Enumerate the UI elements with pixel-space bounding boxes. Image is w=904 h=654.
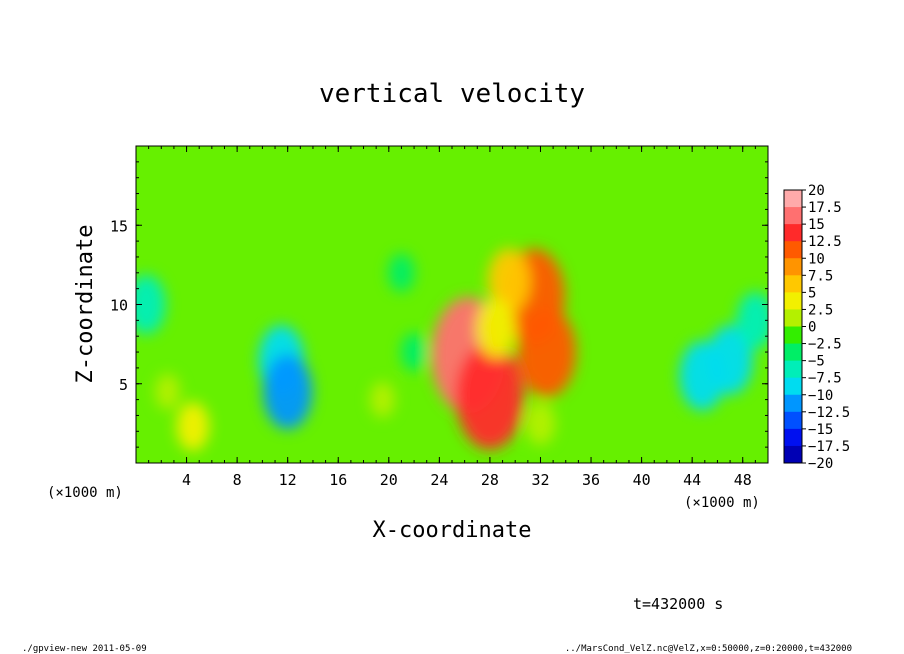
colorbar-label: −12.5 bbox=[808, 405, 850, 421]
x-axis-label: X-coordinate bbox=[373, 518, 532, 543]
colorbar-swatch bbox=[784, 190, 802, 208]
footer-right: ../MarsCond_VelZ.nc@VelZ,x=0:50000,z=0:2… bbox=[565, 644, 852, 654]
colorbar-label: −5 bbox=[808, 354, 825, 370]
y-tick-label: 15 bbox=[110, 217, 128, 235]
colorbar-swatch bbox=[784, 394, 802, 413]
field-feature bbox=[455, 343, 524, 450]
field-feature bbox=[370, 381, 395, 418]
x-tick-label: 48 bbox=[734, 471, 752, 489]
field-feature bbox=[476, 298, 516, 358]
x-tick-label: 32 bbox=[531, 471, 549, 489]
velocity-field bbox=[136, 248, 768, 451]
colorbar-swatch bbox=[784, 428, 802, 447]
plot-area bbox=[136, 146, 768, 463]
field-feature bbox=[400, 332, 428, 372]
colorbar-swatch bbox=[784, 292, 802, 310]
footer-left: ./gpview-new 2011-05-09 bbox=[22, 644, 147, 654]
y-axis: 5 10 15 bbox=[110, 161, 768, 448]
y-tick-label: 5 bbox=[119, 376, 128, 394]
colorbar-label: −10 bbox=[808, 388, 833, 404]
x-tick-label: 24 bbox=[430, 471, 448, 489]
colorbar-swatch bbox=[784, 241, 802, 259]
field-feature bbox=[525, 401, 556, 446]
colorbar-swatch bbox=[784, 207, 802, 225]
colorbar-swatch bbox=[784, 377, 802, 396]
field-feature bbox=[263, 354, 313, 430]
x-axis: 4 8 12 16 20 24 28 32 36 40 44 48 bbox=[148, 146, 756, 489]
x-unit-right: (×1000 m) bbox=[684, 495, 760, 511]
x-tick-label: 40 bbox=[633, 471, 651, 489]
colorbar-swatch bbox=[784, 343, 802, 362]
colorbar-label: 2.5 bbox=[808, 302, 833, 318]
y-tick-label: 10 bbox=[110, 297, 128, 315]
colorbar-label: 17.5 bbox=[808, 200, 842, 216]
field-feature bbox=[176, 402, 210, 451]
chart-title: vertical velocity bbox=[319, 79, 585, 109]
colorbar-label: −17.5 bbox=[808, 439, 850, 455]
field-feature bbox=[517, 306, 576, 398]
x-tick-label: 20 bbox=[380, 471, 398, 489]
x-tick-label: 44 bbox=[683, 471, 701, 489]
colorbar-swatch bbox=[784, 411, 802, 430]
x-tick-label: 12 bbox=[279, 471, 297, 489]
colorbar-label: −15 bbox=[808, 422, 833, 438]
x-tick-label: 8 bbox=[233, 471, 242, 489]
field-feature bbox=[736, 292, 768, 349]
y-axis-label: Z-coordinate bbox=[73, 225, 98, 384]
colorbar-swatch bbox=[784, 224, 802, 242]
x-tick-label: 4 bbox=[182, 471, 191, 489]
colorbar-swatch bbox=[784, 326, 802, 345]
field-feature bbox=[155, 373, 181, 410]
colorbar-label: 7.5 bbox=[808, 268, 833, 284]
colorbar-label: 15 bbox=[808, 217, 825, 233]
colorbar-label: 0 bbox=[808, 320, 816, 336]
colorbar-label: 12.5 bbox=[808, 234, 842, 250]
colorbar-label: 20 bbox=[808, 183, 825, 199]
colorbar-swatch bbox=[784, 445, 802, 464]
field-feature bbox=[487, 248, 531, 313]
colorbar-label: 10 bbox=[808, 251, 825, 267]
x-tick-label: 16 bbox=[329, 471, 347, 489]
x-tick-label: 36 bbox=[582, 471, 600, 489]
colorbar-swatch bbox=[784, 275, 802, 293]
colorbar-label: 5 bbox=[808, 285, 816, 301]
field-feature bbox=[136, 274, 166, 335]
x-unit-left: (×1000 m) bbox=[47, 485, 123, 501]
time-label: t=432000 s bbox=[633, 595, 723, 613]
colorbar-label: −7.5 bbox=[808, 371, 842, 387]
colorbar-swatch bbox=[784, 258, 802, 276]
colorbar-label: −20 bbox=[808, 456, 833, 472]
field-feature bbox=[388, 253, 415, 292]
colorbar-label: −2.5 bbox=[808, 337, 842, 353]
field-feature bbox=[707, 325, 753, 395]
colorbar-swatch bbox=[784, 360, 802, 379]
x-tick-label: 28 bbox=[481, 471, 499, 489]
colorbar-swatch bbox=[784, 309, 802, 327]
